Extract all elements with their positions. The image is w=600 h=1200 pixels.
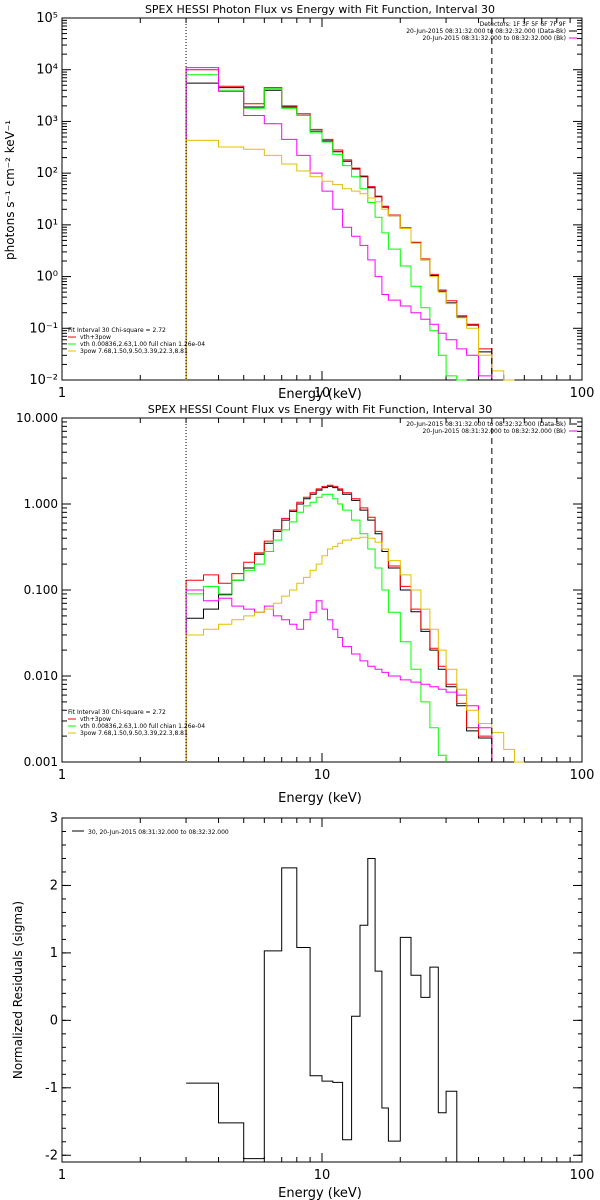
residuals-y-tick-label: 0 — [50, 1013, 58, 1028]
count-series-vth — [185, 493, 447, 762]
photon-legend-top-entry: 20-Jun-2015 08:31:32.000 to 08:32:32.000… — [406, 28, 566, 35]
count-series-3pow — [185, 536, 525, 763]
photon-legend-bottom-entry: Fit Interval 30 Chi-square = 2.72 — [68, 327, 166, 334]
count-flux-panel: SPEX HESSI Count Flux vs Energy with Fit… — [16, 403, 594, 806]
photon-legend-top-entry: 20-Jun-2015 08:31:32.000 to 08:32:32.000… — [423, 35, 566, 42]
photon-x-tick-label: 1 — [58, 386, 66, 401]
count-legend: 20-Jun-2015 08:31:32.000 to 08:32:32.000… — [68, 421, 577, 737]
residuals-panel: Normalized Residuals (sigma) Energy (keV… — [11, 811, 594, 1200]
photon-y-tick-label: 10⁵ — [36, 11, 58, 26]
photon-flux-panel: SPEX HESSI Photon Flux vs Energy with Fi… — [3, 3, 594, 402]
residuals-x-tick-label: 100 — [570, 1168, 595, 1183]
count-legend-bottom-entry: 3pow 7.68,1.50,9.50,3.39,22.3,8.81 — [80, 730, 188, 737]
count-legend-top-entry: 20-Jun-2015 08:31:32.000 to 08:32:32.000… — [423, 428, 566, 435]
photon-y-tick-label: 10⁻¹ — [29, 321, 58, 336]
photon-legend-bottom-entry: 3pow 7.68,1.50,9.50,3.39,22.3,8.81 — [80, 348, 188, 355]
count-x-axis-label: Energy (keV) — [278, 791, 362, 806]
residuals-series-residual — [186, 858, 458, 1162]
count-y-tick-label: 10.000 — [16, 411, 58, 425]
photon-vlines — [185, 18, 493, 380]
photon-y-tick-label: 10¹ — [36, 218, 58, 233]
photon-axes: 1 10 100 10⁻² 10⁻¹ 10⁰ 10¹ 10² 10³ 10⁴ 10⁵ — [29, 11, 594, 401]
photon-y-tick-label: 10³ — [36, 114, 58, 129]
photon-y-tick-label: 10⁴ — [36, 63, 58, 78]
photon-y-tick-label: 10⁻² — [29, 373, 58, 388]
count-x-tick-label: 10 — [314, 768, 331, 783]
count-vlines — [185, 418, 493, 762]
photon-y-axis-label: photons s⁻¹ cm⁻² keV⁻¹ — [3, 120, 17, 260]
photon-y-tick-label: 10⁰ — [36, 270, 58, 285]
count-y-tick-label: 0.100 — [24, 583, 58, 597]
count-y-tick-label: 1.000 — [24, 497, 58, 511]
count-axes: 1 10 100 0.001 0.010 0.100 1.000 10.000 — [16, 411, 594, 783]
residuals-x-tick-label: 10 — [314, 1168, 331, 1183]
count-series-vth-3pow — [185, 484, 493, 762]
photon-x-tick-label: 10 — [314, 386, 331, 401]
residuals-y-tick-label: 2 — [50, 878, 58, 893]
residuals-x-axis-label: Energy (keV) — [278, 1186, 362, 1200]
photon-legend-top-entry: Detectors: 1F 3F 5F 6F 7F 9F — [480, 21, 567, 28]
photon-y-tick-label: 10² — [36, 166, 58, 181]
count-y-tick-label: 0.010 — [24, 669, 58, 683]
photon-x-tick-label: 100 — [570, 386, 595, 401]
count-legend-bottom-entry: vth 0.00836,2.63,1.00 full chian 1.26e-0… — [80, 723, 205, 730]
count-x-tick-label: 100 — [570, 768, 595, 783]
residuals-series-group — [186, 858, 458, 1162]
count-series-group — [185, 484, 525, 763]
count-legend-top-entry: 20-Jun-2015 08:31:32.000 to 08:32:32.000… — [406, 421, 566, 428]
photon-series-vth — [185, 74, 467, 381]
residuals-axes: 1 10 100 -2 -1 0 1 2 3 — [45, 811, 594, 1183]
residuals-legend: 30, 20-Jun-2015 08:31:32.000 to 08:32:32… — [72, 829, 229, 836]
residuals-y-tick-label: 3 — [50, 811, 58, 826]
photon-series-group — [185, 67, 515, 381]
photon-legend-bottom-entry: vth 0.00836,2.63,1.00 full chian 1.26e-0… — [80, 341, 205, 348]
photon-series-3pow — [185, 139, 515, 381]
count-legend-bottom-entry: Fit Interval 30 Chi-square = 2.72 — [68, 709, 166, 716]
photon-legend-bottom-entry: vth+3pow — [80, 334, 111, 341]
residuals-y-tick-label: -2 — [45, 1148, 58, 1163]
residuals-y-tick-label: 1 — [50, 946, 58, 961]
photon-legend: Detectors: 1F 3F 5F 6F 7F 9F20-Jun-2015 … — [68, 21, 577, 355]
count-x-tick-label: 1 — [58, 768, 66, 783]
photon-x-axis-label: Energy (keV) — [278, 387, 362, 402]
count-y-tick-label: 0.001 — [24, 755, 58, 769]
residuals-y-tick-label: -1 — [45, 1081, 58, 1096]
count-chart-title: SPEX HESSI Count Flux vs Energy with Fit… — [148, 403, 492, 416]
photon-chart-title: SPEX HESSI Photon Flux vs Energy with Fi… — [145, 3, 495, 16]
residuals-x-tick-label: 1 — [58, 1168, 66, 1183]
count-legend-bottom-entry: vth+3pow — [80, 716, 111, 723]
photon-series-bk — [185, 67, 493, 380]
residuals-legend-entry: 30, 20-Jun-2015 08:31:32.000 to 08:32:32… — [88, 829, 229, 836]
residuals-y-axis-label: Normalized Residuals (sigma) — [11, 901, 25, 1079]
